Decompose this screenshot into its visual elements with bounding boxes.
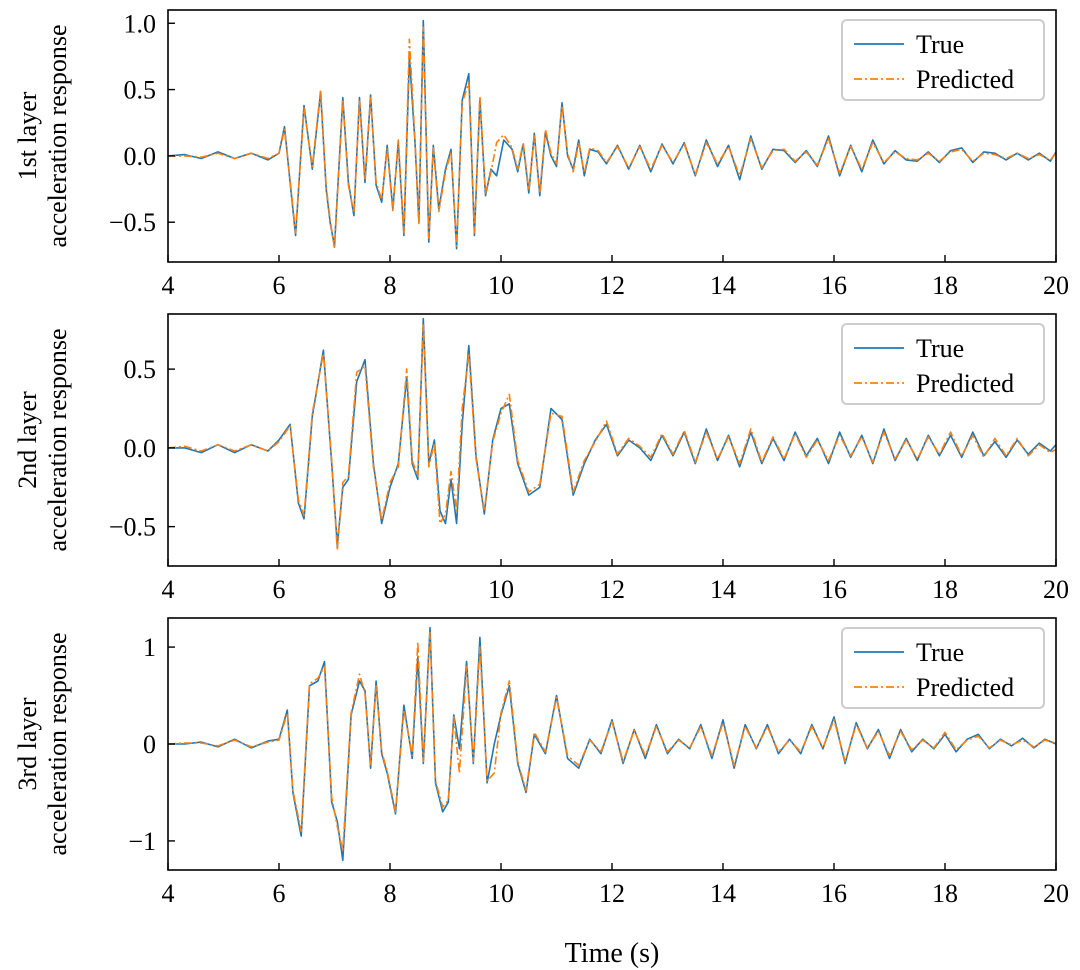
y-tick-label: 1.0 xyxy=(124,9,157,38)
series-line-predicted xyxy=(168,324,1056,552)
y-axis-label-line1: 3rd layer xyxy=(13,697,42,790)
x-tick-label: 12 xyxy=(599,879,625,908)
legend-label-true: True xyxy=(916,30,964,59)
legend-label-predicted: Predicted xyxy=(916,673,1014,702)
y-axis-label-line2: acceleration response xyxy=(43,328,72,551)
y-axis-label: 2nd layeracceleration response xyxy=(13,328,72,551)
legend: True Predicted xyxy=(841,323,1045,405)
x-axis-label: Time (s) xyxy=(565,938,660,969)
x-tick-label: 10 xyxy=(488,271,514,300)
x-tick-label: 18 xyxy=(932,271,958,300)
legend-box xyxy=(841,19,1045,101)
y-axis-label: 3rd layeracceleration response xyxy=(13,632,72,855)
y-tick-label: 0.5 xyxy=(124,355,157,384)
x-tick-label: 18 xyxy=(932,575,958,604)
series-group xyxy=(168,19,1056,250)
legend-label-predicted: Predicted xyxy=(916,65,1014,94)
legend-box xyxy=(841,323,1045,405)
y-tick-label: −0.5 xyxy=(109,513,156,542)
y-axis-label: 1st layeracceleration response xyxy=(13,24,72,247)
x-tick-label: 18 xyxy=(932,879,958,908)
x-tick-label: 20 xyxy=(1043,271,1069,300)
x-tick-label: 14 xyxy=(710,271,736,300)
x-tick-label: 16 xyxy=(821,575,847,604)
x-tick-label: 8 xyxy=(384,575,397,604)
x-tick-label: 4 xyxy=(162,575,175,604)
legend-label-true: True xyxy=(916,638,964,667)
series-group xyxy=(168,317,1056,552)
series-line-predicted xyxy=(168,631,1056,852)
x-tick-label: 10 xyxy=(488,575,514,604)
x-tick-label: 6 xyxy=(273,879,286,908)
legend: True Predicted xyxy=(841,19,1045,101)
series-group xyxy=(168,626,1056,862)
y-tick-label: 0.0 xyxy=(124,142,157,171)
y-axis-label-line1: 1st layer xyxy=(13,91,42,180)
x-tick-label: 16 xyxy=(821,271,847,300)
x-tick-label: 14 xyxy=(710,879,736,908)
x-tick-label: 12 xyxy=(599,575,625,604)
y-tick-label: −1 xyxy=(128,827,156,856)
chart-panel-1: 4 6 8 10 12 14 16 18 20 −0.5 0.0 0.5 1.0 1st layeracc… xyxy=(13,9,1069,300)
y-tick-label: 0 xyxy=(143,730,156,759)
legend: True Predicted xyxy=(841,627,1045,709)
x-tick-label: 8 xyxy=(384,271,397,300)
x-tick-label: 10 xyxy=(488,879,514,908)
y-tick-label: 0.5 xyxy=(124,76,157,105)
y-axis-label-line1: 2nd layer xyxy=(13,391,42,489)
legend-box xyxy=(841,627,1045,709)
legend-label-predicted: Predicted xyxy=(916,369,1014,398)
x-tick-label: 16 xyxy=(821,879,847,908)
y-axis-label-line2: acceleration response xyxy=(43,24,72,247)
x-tick-label: 20 xyxy=(1043,879,1069,908)
x-tick-label: 14 xyxy=(710,575,736,604)
x-tick-label: 4 xyxy=(162,271,175,300)
x-tick-label: 6 xyxy=(273,271,286,300)
x-tick-label: 6 xyxy=(273,575,286,604)
y-axis-label-line2: acceleration response xyxy=(43,632,72,855)
y-tick-label: 1 xyxy=(143,633,156,662)
x-tick-label: 12 xyxy=(599,271,625,300)
y-tick-label: 0.0 xyxy=(124,434,157,463)
chart-panel-2: 4 6 8 10 12 14 16 18 20 −0.5 0.0 0.5 2nd layeraccele… xyxy=(13,313,1069,604)
chart-panel-3: 4 6 8 10 12 14 16 18 20 −1 0 1 3rd layeracceleration… xyxy=(13,617,1069,908)
legend-label-true: True xyxy=(916,334,964,363)
y-tick-label: −0.5 xyxy=(109,208,156,237)
x-tick-label: 20 xyxy=(1043,575,1069,604)
x-tick-label: 4 xyxy=(162,879,175,908)
x-tick-label: 8 xyxy=(384,879,397,908)
